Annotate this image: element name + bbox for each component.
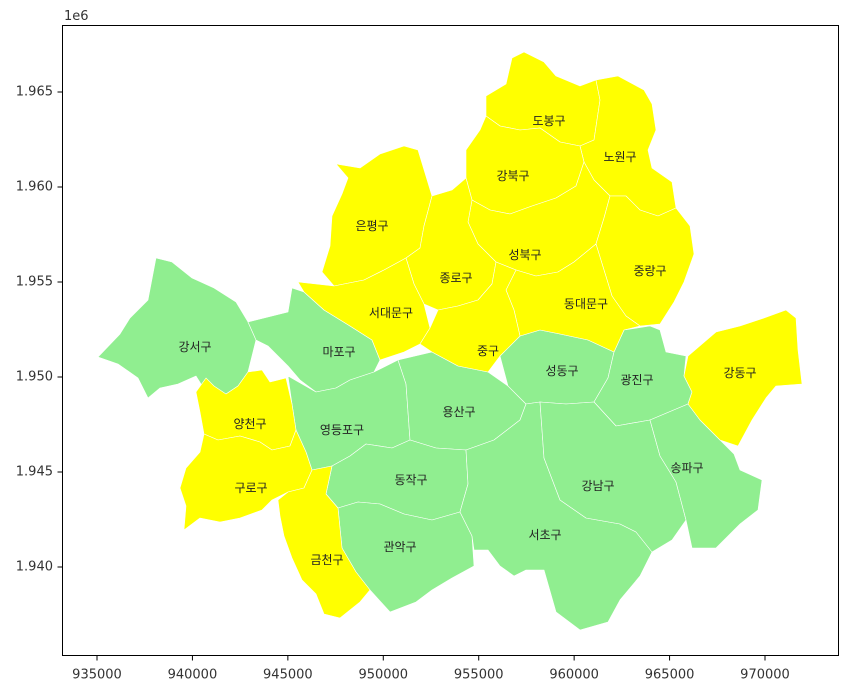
district-label: 동작구: [394, 473, 427, 487]
district-label: 성북구: [508, 248, 541, 262]
y-tick-label: 1.945: [16, 465, 53, 480]
district-label: 동대문구: [564, 297, 608, 311]
district-label: 성동구: [545, 364, 578, 378]
district-label: 노원구: [603, 150, 636, 164]
district-label: 강남구: [581, 479, 614, 493]
y-tick-label: 1.965: [16, 85, 53, 100]
y-tick-label: 1.955: [16, 275, 53, 290]
x-tick-label: 960000: [549, 668, 599, 683]
district-label: 서대문구: [369, 306, 413, 320]
district-label: 구로구: [234, 481, 267, 495]
district-label: 광진구: [620, 373, 653, 387]
district-label: 강서구: [178, 340, 211, 354]
district-guro: [179, 429, 313, 531]
district-label: 강북구: [496, 169, 529, 183]
y-tick-label: 1.940: [16, 560, 53, 575]
district-label: 강동구: [723, 366, 756, 380]
y-tick-label: 1.950: [16, 370, 53, 385]
district-label: 금천구: [310, 552, 343, 567]
x-tick-label: 970000: [740, 668, 790, 683]
district-gangseo: [97, 257, 257, 399]
district-geumcheon: [277, 465, 371, 619]
district-label: 관악구: [383, 540, 416, 554]
y-tick-label: 1.960: [16, 180, 53, 195]
y-axis-offset-label: 1e6: [64, 9, 89, 24]
district-label: 종로구: [439, 271, 472, 285]
district-label: 도봉구: [532, 114, 565, 128]
x-tick-label: 945000: [263, 668, 313, 683]
district-label: 중구: [477, 344, 499, 358]
district-gangnam: [539, 401, 687, 553]
x-tick-label: 935000: [72, 668, 122, 683]
district-label: 중랑구: [633, 264, 666, 278]
district-label: 서초구: [528, 528, 561, 542]
district-label: 마포구: [322, 345, 355, 359]
districts-layer: [97, 51, 803, 631]
district-label: 은평구: [355, 219, 388, 233]
district-jung: [419, 261, 521, 373]
x-tick-label: 940000: [168, 668, 218, 683]
district-gangdong: [683, 309, 803, 447]
x-tick-label: 950000: [358, 668, 408, 683]
x-tick-label: 965000: [645, 668, 695, 683]
district-label: 영등포구: [320, 423, 364, 437]
district-label: 양천구: [233, 416, 266, 431]
axes-frame: [62, 25, 839, 656]
district-label: 송파구: [670, 461, 703, 475]
district-jongno: [405, 177, 497, 311]
x-tick-label: 955000: [454, 668, 504, 683]
x-axis: 935000 940000 945000 950000 955000 960000 9650…: [72, 655, 790, 683]
y-axis: 1.940 1.945 1.950 1.955 1.960 1.965: [16, 85, 63, 575]
district-label: 용산구: [442, 405, 475, 419]
